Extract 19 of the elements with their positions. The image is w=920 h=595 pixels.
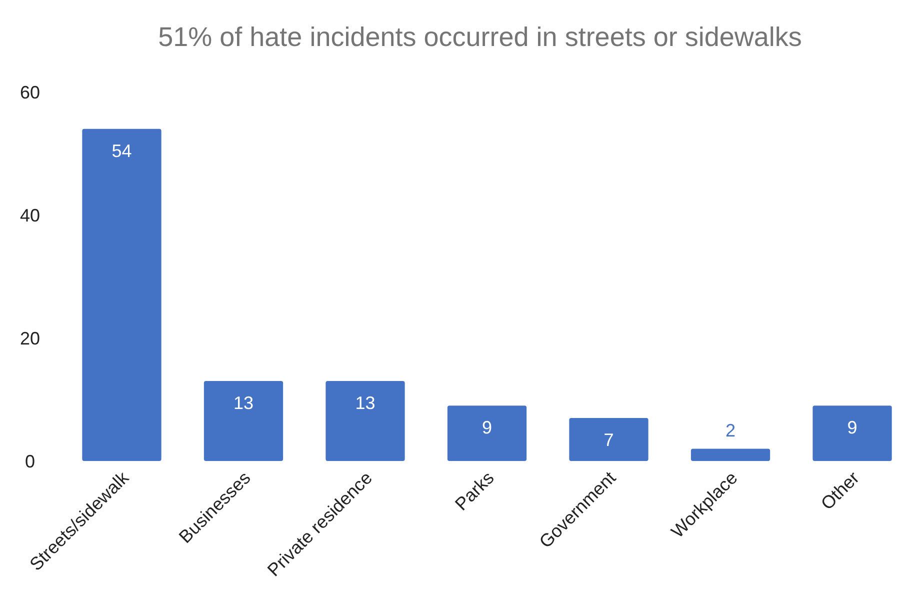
bar bbox=[204, 381, 284, 461]
data-label: 2 bbox=[725, 420, 736, 441]
y-tick-label: 20 bbox=[20, 328, 40, 348]
bar bbox=[447, 406, 527, 461]
bar bbox=[82, 128, 162, 461]
bar bbox=[690, 448, 770, 461]
data-label: 13 bbox=[233, 393, 254, 414]
chart-title: 51% of hate incidents occurred in streets or sidewalks bbox=[158, 22, 802, 52]
data-label: 7 bbox=[604, 430, 614, 450]
data-label: 9 bbox=[847, 418, 858, 438]
y-tick-label: 40 bbox=[20, 205, 40, 226]
y-tick-label: 0 bbox=[24, 451, 36, 472]
bar bbox=[569, 418, 648, 461]
data-label: 9 bbox=[482, 418, 492, 438]
bar bbox=[326, 381, 405, 461]
data-label: 54 bbox=[112, 140, 132, 161]
bar bbox=[812, 406, 892, 461]
y-tick-label: 60 bbox=[20, 82, 40, 102]
data-label: 13 bbox=[355, 393, 376, 414]
